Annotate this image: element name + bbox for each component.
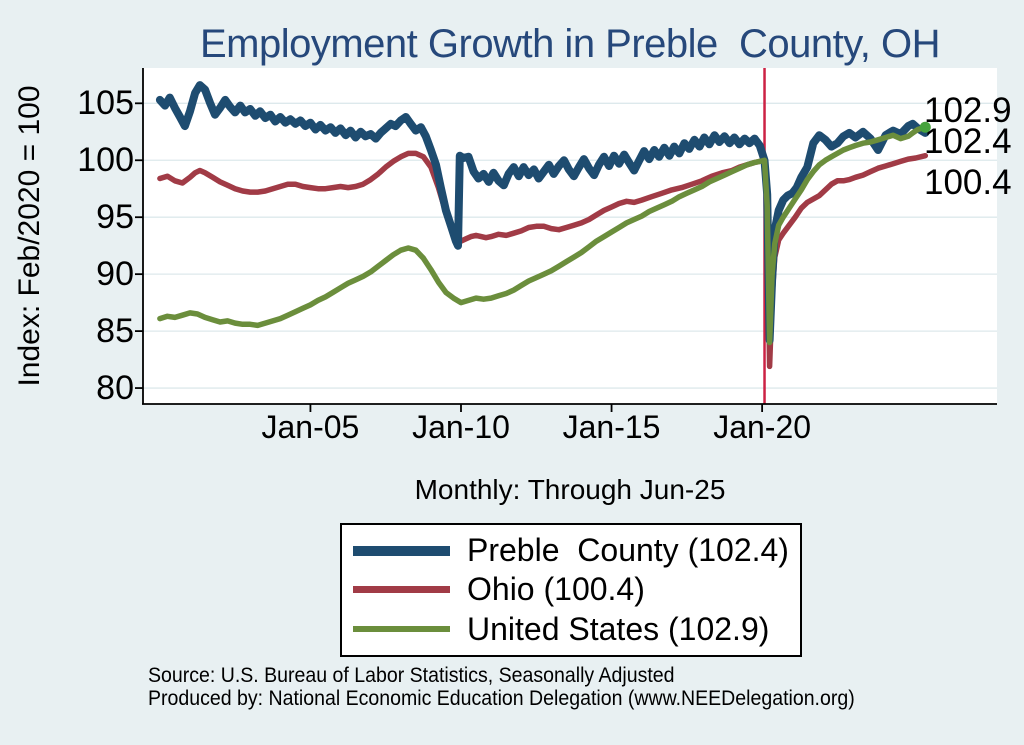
y-tick-label-105: 105 bbox=[77, 84, 134, 123]
legend-swatch-united-states bbox=[353, 626, 450, 633]
y-tick-label-80: 80 bbox=[96, 369, 134, 408]
legend-label-ohio: Ohio (100.4) bbox=[467, 571, 645, 608]
series-line-united-states bbox=[157, 124, 929, 346]
end-value-label-preble-county: 102.4 bbox=[924, 122, 1012, 161]
legend-swatch-ohio bbox=[353, 586, 450, 594]
legend-label-united-states: United States (102.9) bbox=[467, 610, 770, 647]
y-tick-label-95: 95 bbox=[96, 198, 134, 237]
legend-box: Preble County (102.4) Ohio (100.4) Unite… bbox=[340, 523, 802, 657]
series-end-marker-united-states bbox=[919, 121, 931, 133]
end-value-label-united-states: 102.9 bbox=[924, 91, 1012, 130]
x-tick-label-Jan-10: Jan-10 bbox=[412, 409, 510, 445]
legend-item-ohio: Ohio (100.4) bbox=[342, 571, 800, 608]
produced-by-line: Produced by: National Economic Education… bbox=[148, 687, 855, 710]
y-tick-label-100: 100 bbox=[77, 141, 134, 180]
series-line-ohio bbox=[157, 150, 929, 370]
y-tick-label-90: 90 bbox=[96, 255, 134, 294]
source-line: Source: U.S. Bureau of Labor Statistics,… bbox=[148, 664, 675, 687]
chart-subtitle: Monthly: Through Jun-25 bbox=[414, 474, 726, 505]
legend-label-preble-county: Preble County (102.4) bbox=[467, 532, 789, 569]
legend-item-united-states: United States (102.9) bbox=[342, 611, 800, 648]
y-tick-label-85: 85 bbox=[96, 312, 134, 351]
source-note: Source: U.S. Bureau of Labor Statistics,… bbox=[148, 664, 855, 710]
x-tick-label-Jan-20: Jan-20 bbox=[713, 409, 812, 445]
chart-title: Employment Growth in Preble County, OH bbox=[199, 22, 941, 66]
legend-item-preble-county: Preble County (102.4) bbox=[342, 532, 800, 569]
x-tick-label-Jan-15: Jan-15 bbox=[562, 409, 661, 445]
end-value-label-ohio: 100.4 bbox=[924, 163, 1012, 202]
x-tick-label-Jan-05: Jan-05 bbox=[261, 409, 360, 445]
legend-swatch-preble-county bbox=[353, 545, 450, 556]
